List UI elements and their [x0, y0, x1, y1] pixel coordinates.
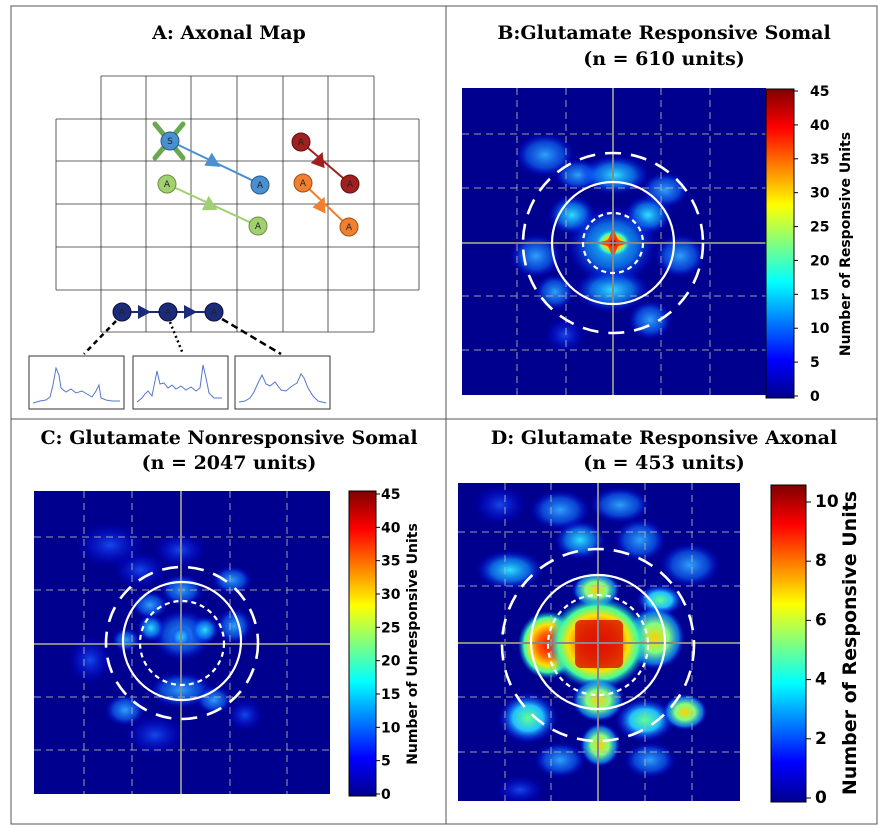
- colorbar-c-ticks: 45 40 35 30 25 20 15 10 5 0: [376, 487, 401, 803]
- colorbar-tick-label: 35: [381, 554, 400, 570]
- svg-text:A: A: [164, 180, 171, 190]
- panel-c: C: Glutamate Nonresponsive Somal (n = 20…: [34, 427, 421, 803]
- colorbar-tick-label: 5: [381, 754, 391, 770]
- svg-text:A: A: [300, 179, 307, 189]
- colorbar-tick-label: 0: [381, 787, 391, 803]
- colorbar-tick-label: 10: [381, 720, 401, 736]
- svg-text:A: A: [347, 180, 354, 190]
- green-node-start: A: [157, 174, 177, 194]
- svg-text:S: S: [167, 137, 173, 147]
- orange-arrow: [302, 182, 350, 228]
- colorbar-tick-label: 8: [815, 551, 827, 571]
- colorbar-tick-label: 40: [810, 118, 830, 134]
- soma-node: S: [160, 131, 180, 151]
- colorbar-tick-label: 10: [815, 492, 839, 512]
- svg-text:A: A: [298, 138, 305, 148]
- heatmap-b: [462, 88, 766, 395]
- heatmap-b-axes: [462, 88, 766, 395]
- colorbar-b-label: Number of Responsive Units: [838, 132, 854, 356]
- heatmap-b-grid: [462, 88, 766, 395]
- orange-node-start: A: [293, 173, 313, 193]
- heatmap-c: [34, 491, 330, 794]
- panel-c-title-line1: C: Glutamate Nonresponsive Somal: [40, 427, 417, 449]
- navy-node-3: A: [204, 302, 224, 322]
- colorbar-tick-label: 6: [815, 610, 827, 630]
- svg-text:A: A: [165, 308, 172, 318]
- colorbar-tick-label: 0: [815, 788, 827, 808]
- panel-b-title-line1: B:Glutamate Responsive Somal: [497, 22, 830, 44]
- panel-d-title-line2: (n = 453 units): [583, 452, 745, 474]
- waveform-box-3: [234, 355, 331, 410]
- colorbar-tick-label: 20: [810, 253, 830, 269]
- svg-text:A: A: [119, 308, 126, 318]
- colorbar-tick-label: 30: [381, 587, 401, 603]
- panel-a-title: A: Axonal Map: [151, 22, 306, 44]
- colorbar-d-ticks: 10 8 6 4 2 0: [806, 492, 839, 808]
- colorbar-tick-label: 15: [381, 687, 400, 703]
- trace-connectors: [83, 317, 282, 356]
- axonal-grid: [55, 75, 420, 333]
- colorbar-tick-label: 40: [381, 520, 401, 536]
- svg-text:A: A: [346, 223, 353, 233]
- colorbar-tick-label: 5: [810, 355, 820, 371]
- colorbar-d: 10 8 6 4 2 0 Number of Responsive Units: [770, 484, 861, 808]
- dark-red-node-start: A: [291, 132, 311, 152]
- dark-red-node-end: A: [340, 174, 360, 194]
- figure-frame: [10, 5, 878, 825]
- panel-d-title-line1: D: Glutamate Responsive Axonal: [491, 427, 837, 449]
- colorbar-tick-label: 45: [810, 84, 829, 100]
- dark-red-arrow: [300, 141, 351, 185]
- svg-text:A: A: [255, 222, 262, 232]
- navy-node-2: A: [158, 302, 178, 322]
- waveform-box-1: [28, 355, 125, 410]
- green-arrow: [166, 183, 259, 227]
- panel-b: B:Glutamate Responsive Somal (n = 610 un…: [462, 22, 854, 405]
- colorbar-tick-label: 15: [810, 287, 829, 303]
- navy-node-1: A: [112, 302, 132, 322]
- blue-arrow: [169, 140, 261, 185]
- waveform-box-2: [132, 355, 229, 410]
- heatmap-b-rings: [521, 151, 705, 335]
- panel-a: A: Axonal Map: [28, 22, 420, 410]
- colorbar-tick-label: 25: [810, 220, 829, 236]
- colorbar-b-ticks: 45 40 35 30 25 20 15 10 5 0: [794, 84, 830, 405]
- colorbar-c-label: Number of Unresponsive Units: [405, 523, 421, 765]
- heatmap-d: [458, 483, 740, 801]
- panel-d: D: Glutamate Responsive Axonal (n = 453 …: [458, 427, 861, 808]
- colorbar-tick-label: 2: [815, 729, 827, 749]
- svg-text:A: A: [211, 308, 218, 318]
- colorbar-tick-label: 4: [815, 670, 827, 690]
- colorbar-tick-label: 35: [810, 152, 829, 168]
- colorbar-d-label: Number of Responsive Units: [839, 491, 861, 795]
- colorbar-b: 45 40 35 30 25 20 15 10 5 0 Number of Responsive …: [765, 84, 854, 405]
- colorbar-c: 45 40 35 30 25 20 15 10 5 0 Number of Unresponsiv…: [348, 487, 421, 803]
- colorbar-tick-label: 20: [381, 654, 401, 670]
- orange-node-end: A: [339, 217, 359, 237]
- green-node-end: A: [248, 216, 268, 236]
- panel-c-title-line2: (n = 2047 units): [142, 452, 317, 474]
- colorbar-tick-label: 10: [810, 321, 830, 337]
- colorbar-tick-label: 0: [810, 389, 820, 405]
- heatmap-d-blobs: [474, 485, 720, 801]
- svg-text:A: A: [257, 181, 264, 191]
- colorbar-tick-label: 30: [810, 186, 830, 202]
- colorbar-tick-label: 45: [381, 487, 400, 503]
- panel-b-title-line2: (n = 610 units): [583, 48, 745, 70]
- colorbar-tick-label: 25: [381, 620, 400, 636]
- heatmap-d-rings: [500, 547, 696, 743]
- blue-axon-node: A: [250, 175, 270, 195]
- heatmap-c-rings: [104, 565, 260, 721]
- heatmap-c-axes: [34, 491, 330, 794]
